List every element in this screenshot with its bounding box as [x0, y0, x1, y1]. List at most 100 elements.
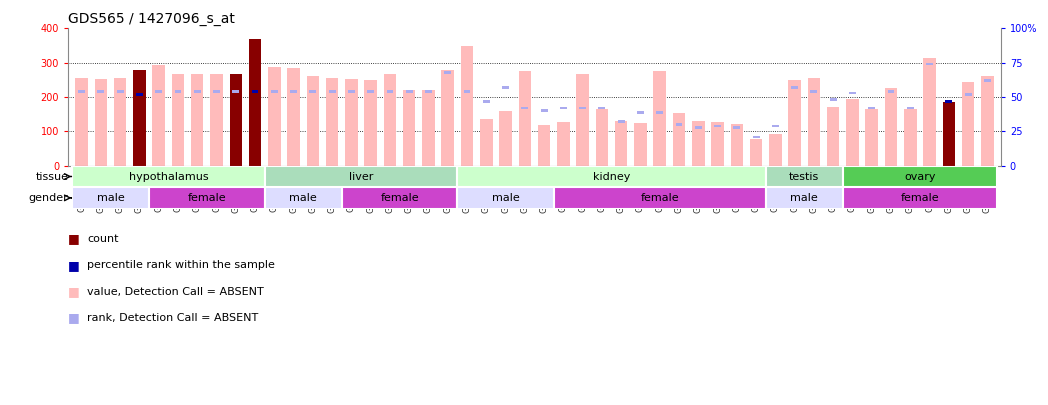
Bar — [849, 92, 856, 94]
Bar — [79, 90, 85, 93]
Bar — [846, 99, 858, 166]
Bar — [766, 187, 843, 209]
Text: ■: ■ — [68, 259, 80, 272]
Text: male: male — [96, 193, 125, 203]
Text: ■: ■ — [68, 232, 80, 245]
Bar — [541, 109, 547, 112]
Bar — [136, 93, 143, 96]
Bar — [942, 102, 955, 166]
Bar — [348, 90, 355, 93]
Bar — [172, 74, 184, 166]
Bar — [457, 187, 553, 209]
Bar — [560, 107, 567, 109]
Bar — [712, 122, 724, 166]
Text: male: male — [790, 193, 818, 203]
Text: gender: gender — [28, 193, 68, 203]
Bar — [114, 78, 127, 166]
Bar — [483, 100, 489, 102]
Bar — [233, 90, 239, 93]
Bar — [326, 78, 339, 166]
Bar — [598, 107, 606, 109]
Bar — [519, 71, 531, 166]
Bar — [463, 90, 471, 93]
Bar — [367, 90, 374, 93]
Text: hypothalamus: hypothalamus — [129, 171, 209, 181]
Bar — [268, 67, 281, 166]
Bar — [152, 65, 165, 166]
Bar — [265, 166, 457, 187]
Text: ■: ■ — [68, 285, 80, 298]
Bar — [769, 134, 782, 166]
Text: count: count — [87, 234, 118, 244]
Bar — [810, 90, 817, 93]
Text: GDS565 / 1427096_s_at: GDS565 / 1427096_s_at — [68, 12, 235, 26]
Bar — [402, 90, 415, 166]
Bar — [522, 107, 528, 109]
Bar — [211, 74, 223, 166]
Bar — [926, 63, 933, 66]
Bar — [749, 139, 762, 166]
Bar — [133, 70, 146, 166]
Bar — [692, 121, 704, 166]
Bar — [342, 187, 457, 209]
Text: tissue: tissue — [36, 171, 68, 181]
Bar — [75, 78, 88, 166]
Text: female: female — [188, 193, 226, 203]
Bar — [734, 126, 740, 129]
Text: kidney: kidney — [593, 171, 630, 181]
Bar — [843, 166, 997, 187]
Bar — [827, 107, 839, 166]
Bar — [553, 187, 766, 209]
Text: ovary: ovary — [904, 171, 936, 181]
Bar — [270, 90, 278, 93]
Bar — [94, 79, 107, 166]
Bar — [329, 90, 335, 93]
Bar — [72, 187, 149, 209]
Bar — [558, 122, 570, 166]
Bar — [384, 74, 396, 166]
Bar — [730, 124, 743, 166]
Bar — [808, 78, 821, 166]
Bar — [791, 86, 799, 89]
Text: rank, Detection Call = ABSENT: rank, Detection Call = ABSENT — [87, 313, 258, 323]
Bar — [457, 166, 766, 187]
Text: value, Detection Call = ABSENT: value, Detection Call = ABSENT — [87, 287, 264, 296]
Bar — [116, 90, 124, 93]
Bar — [290, 90, 297, 93]
Bar — [425, 90, 432, 93]
Bar — [695, 126, 702, 129]
Bar — [869, 107, 875, 109]
Bar — [149, 187, 265, 209]
Bar — [502, 86, 509, 89]
Bar — [945, 100, 953, 102]
Bar — [155, 90, 162, 93]
Bar — [752, 136, 760, 139]
Bar — [595, 109, 608, 166]
Bar — [637, 111, 643, 113]
Bar — [444, 71, 452, 74]
Text: male: male — [289, 193, 318, 203]
Bar — [287, 68, 300, 166]
Bar — [964, 93, 971, 96]
Bar — [499, 111, 511, 166]
Text: female: female — [640, 193, 679, 203]
Bar — [252, 90, 259, 93]
Bar — [406, 90, 413, 93]
Bar — [213, 90, 220, 93]
Bar — [309, 90, 316, 93]
Text: testis: testis — [789, 171, 820, 181]
Bar — [923, 58, 936, 166]
Bar — [441, 70, 454, 166]
Bar — [766, 166, 843, 187]
Bar — [962, 82, 975, 166]
Bar — [676, 123, 682, 126]
Bar — [788, 80, 801, 166]
Bar — [617, 120, 625, 123]
Bar — [265, 187, 342, 209]
Bar — [480, 119, 493, 166]
Bar — [772, 125, 779, 127]
Bar — [888, 90, 894, 93]
Bar — [538, 125, 550, 166]
Bar — [714, 125, 721, 127]
Bar — [422, 90, 435, 166]
